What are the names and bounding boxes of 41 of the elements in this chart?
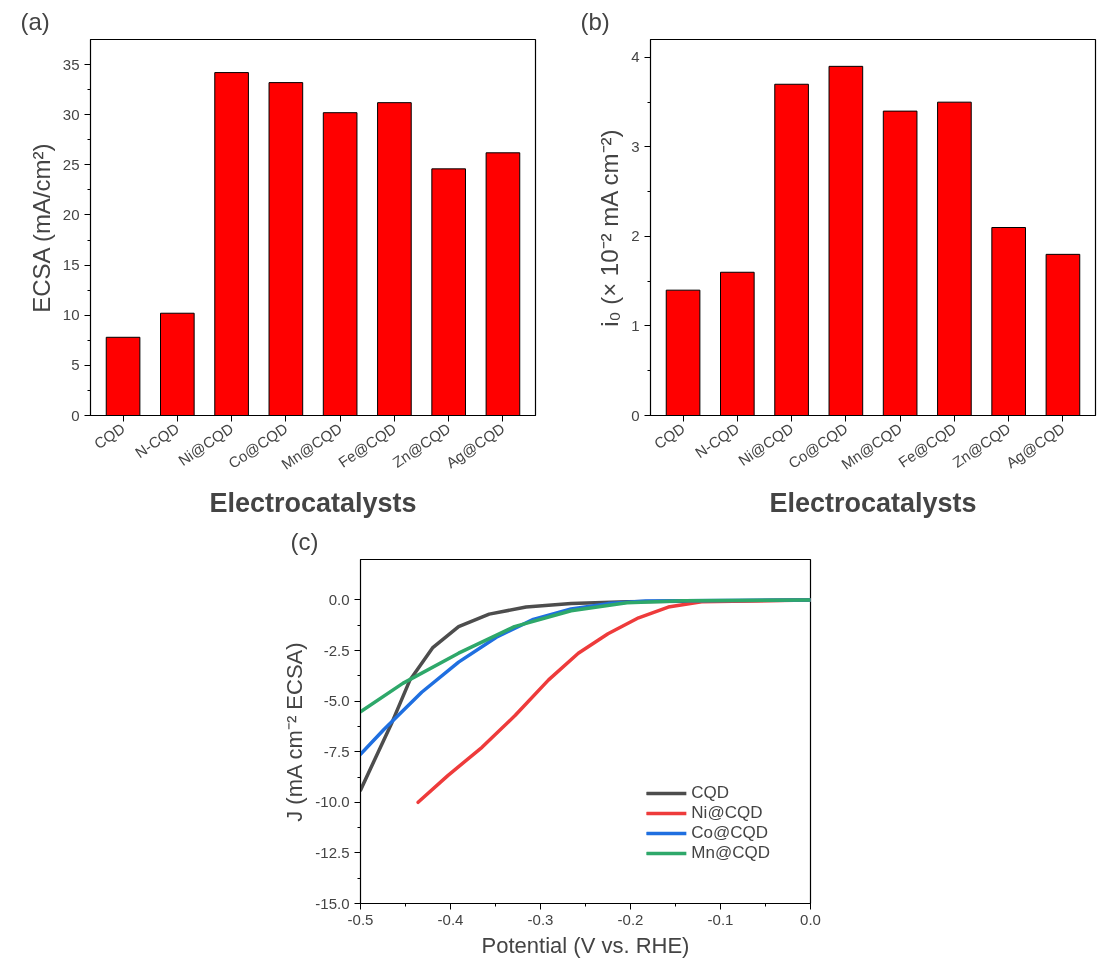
x-tick-label: -0.5	[347, 910, 374, 928]
y-tick-label: 0	[71, 406, 80, 424]
x-tick-label: CQD	[90, 419, 128, 453]
y-tick-label: 30	[62, 105, 80, 123]
y-tick-label: 20	[62, 205, 80, 223]
chart-title: (b)	[580, 7, 610, 35]
x-tick-label: -0.1	[707, 910, 734, 928]
legend-label: Co@CQD	[691, 823, 769, 843]
y-tick-label: 15	[62, 256, 80, 274]
y-tick-label: -15.0	[315, 894, 350, 912]
x-tick-label: 0.0	[800, 910, 821, 928]
legend-label: Ni@CQD	[691, 803, 763, 823]
x-tick-label: -0.3	[527, 910, 554, 928]
y-tick-label: 3	[631, 137, 640, 155]
y-tick-label: -12.5	[315, 843, 350, 861]
x-tick-label: CQD	[650, 419, 688, 453]
y-axis-title: ECSA (mA/cm²)	[27, 143, 55, 313]
chart-title: (a)	[20, 7, 50, 35]
y-tick-label: 25	[62, 155, 80, 173]
x-tick-label: -0.4	[437, 910, 464, 928]
y-tick-label: -5.0	[323, 692, 350, 710]
y-tick-label: 10	[62, 306, 80, 324]
y-tick-label: 1	[631, 316, 640, 334]
y-tick-label: 35	[62, 55, 80, 73]
x-axis-title: Electrocatalysts	[209, 487, 417, 518]
y-tick-label: 2	[631, 227, 640, 245]
chart-title: (c)	[290, 527, 319, 555]
y-tick-label: 4	[631, 48, 640, 66]
x-tick-label: -0.2	[617, 910, 644, 928]
legend-label: CQD	[691, 783, 730, 803]
legend-label: Mn@CQD	[691, 843, 770, 863]
y-tick-label: 0	[631, 406, 640, 424]
x-axis-title: Potential (V vs. RHE)	[481, 932, 690, 958]
y-tick-label: -10.0	[315, 793, 350, 811]
y-axis-title: J (mA cm⁻² ECSA)	[282, 642, 308, 822]
y-tick-label: 0.0	[328, 590, 350, 608]
x-axis-title: Electrocatalysts	[769, 487, 977, 518]
y-tick-label: -7.5	[323, 742, 350, 760]
y-axis-title: i₀ (× 10⁻² mA cm⁻²)	[596, 129, 624, 327]
y-tick-label: -2.5	[323, 641, 350, 659]
y-tick-label: 5	[71, 356, 80, 374]
